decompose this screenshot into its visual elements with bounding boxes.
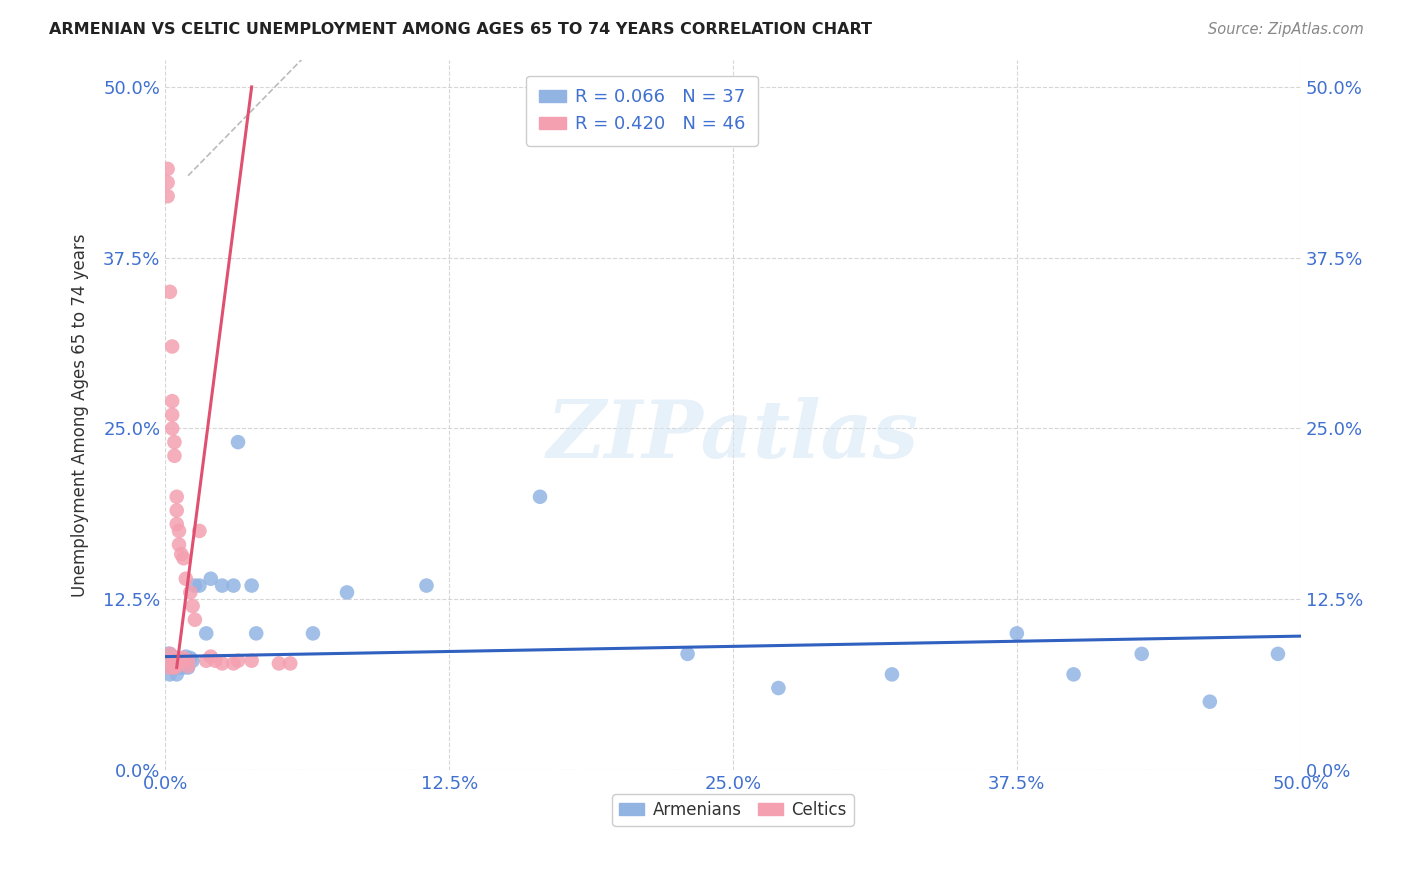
Point xyxy=(166,654,188,668)
Point xyxy=(240,578,263,592)
Point xyxy=(163,654,186,668)
Point xyxy=(179,585,201,599)
Y-axis label: Unemployment Among Ages 65 to 74 years: Unemployment Among Ages 65 to 74 years xyxy=(72,233,89,597)
Point xyxy=(166,667,188,681)
Point xyxy=(302,626,325,640)
Point xyxy=(163,660,186,674)
Point xyxy=(245,626,267,640)
Point xyxy=(1130,647,1153,661)
Point xyxy=(1005,626,1028,640)
Point xyxy=(170,654,193,668)
Text: ARMENIAN VS CELTIC UNEMPLOYMENT AMONG AGES 65 TO 74 YEARS CORRELATION CHART: ARMENIAN VS CELTIC UNEMPLOYMENT AMONG AG… xyxy=(49,22,872,37)
Point xyxy=(204,654,226,668)
Point xyxy=(167,660,190,674)
Text: Source: ZipAtlas.com: Source: ZipAtlas.com xyxy=(1208,22,1364,37)
Point xyxy=(159,660,181,674)
Point xyxy=(240,654,263,668)
Point xyxy=(211,657,233,671)
Point xyxy=(188,524,211,538)
Point xyxy=(768,681,790,695)
Point xyxy=(160,654,183,668)
Point xyxy=(177,659,200,673)
Point xyxy=(160,394,183,409)
Point xyxy=(173,651,195,665)
Point xyxy=(170,547,193,561)
Point xyxy=(156,647,179,661)
Point xyxy=(166,651,188,665)
Point xyxy=(222,657,245,671)
Point xyxy=(166,490,188,504)
Point xyxy=(159,647,181,661)
Point xyxy=(181,654,204,668)
Point xyxy=(184,578,207,592)
Point xyxy=(167,657,190,671)
Point xyxy=(226,435,249,450)
Point xyxy=(159,285,181,299)
Point xyxy=(166,517,188,532)
Point xyxy=(415,578,437,592)
Point xyxy=(160,408,183,422)
Point xyxy=(163,657,186,671)
Point xyxy=(159,667,181,681)
Point xyxy=(336,585,359,599)
Point xyxy=(188,578,211,592)
Point xyxy=(174,572,197,586)
Point xyxy=(529,490,551,504)
Point xyxy=(163,435,186,450)
Point xyxy=(184,613,207,627)
Point xyxy=(211,578,233,592)
Legend: Armenians, Celtics: Armenians, Celtics xyxy=(613,794,853,826)
Point xyxy=(1063,667,1085,681)
Text: ZIPatlas: ZIPatlas xyxy=(547,397,920,475)
Point xyxy=(156,176,179,190)
Point xyxy=(880,667,903,681)
Point xyxy=(166,659,188,673)
Point xyxy=(156,189,179,203)
Point xyxy=(167,524,190,538)
Point xyxy=(179,651,201,665)
Point xyxy=(177,654,200,668)
Point xyxy=(278,657,301,671)
Point xyxy=(173,654,195,668)
Point xyxy=(181,599,204,613)
Point xyxy=(195,654,218,668)
Point xyxy=(156,161,179,176)
Point xyxy=(1267,647,1289,661)
Point xyxy=(159,654,181,668)
Point xyxy=(226,654,249,668)
Point xyxy=(676,647,699,661)
Point xyxy=(163,449,186,463)
Point xyxy=(177,660,200,674)
Point xyxy=(267,657,290,671)
Point xyxy=(159,654,181,668)
Point xyxy=(167,538,190,552)
Point xyxy=(166,651,188,665)
Point xyxy=(174,649,197,664)
Point xyxy=(173,551,195,566)
Point xyxy=(160,339,183,353)
Point xyxy=(170,654,193,668)
Point xyxy=(173,660,195,674)
Point xyxy=(166,503,188,517)
Point xyxy=(177,654,200,668)
Point xyxy=(159,647,181,661)
Point xyxy=(200,649,222,664)
Point xyxy=(195,626,218,640)
Point xyxy=(1198,695,1220,709)
Point xyxy=(160,660,183,674)
Point xyxy=(160,421,183,435)
Point xyxy=(222,578,245,592)
Point xyxy=(200,572,222,586)
